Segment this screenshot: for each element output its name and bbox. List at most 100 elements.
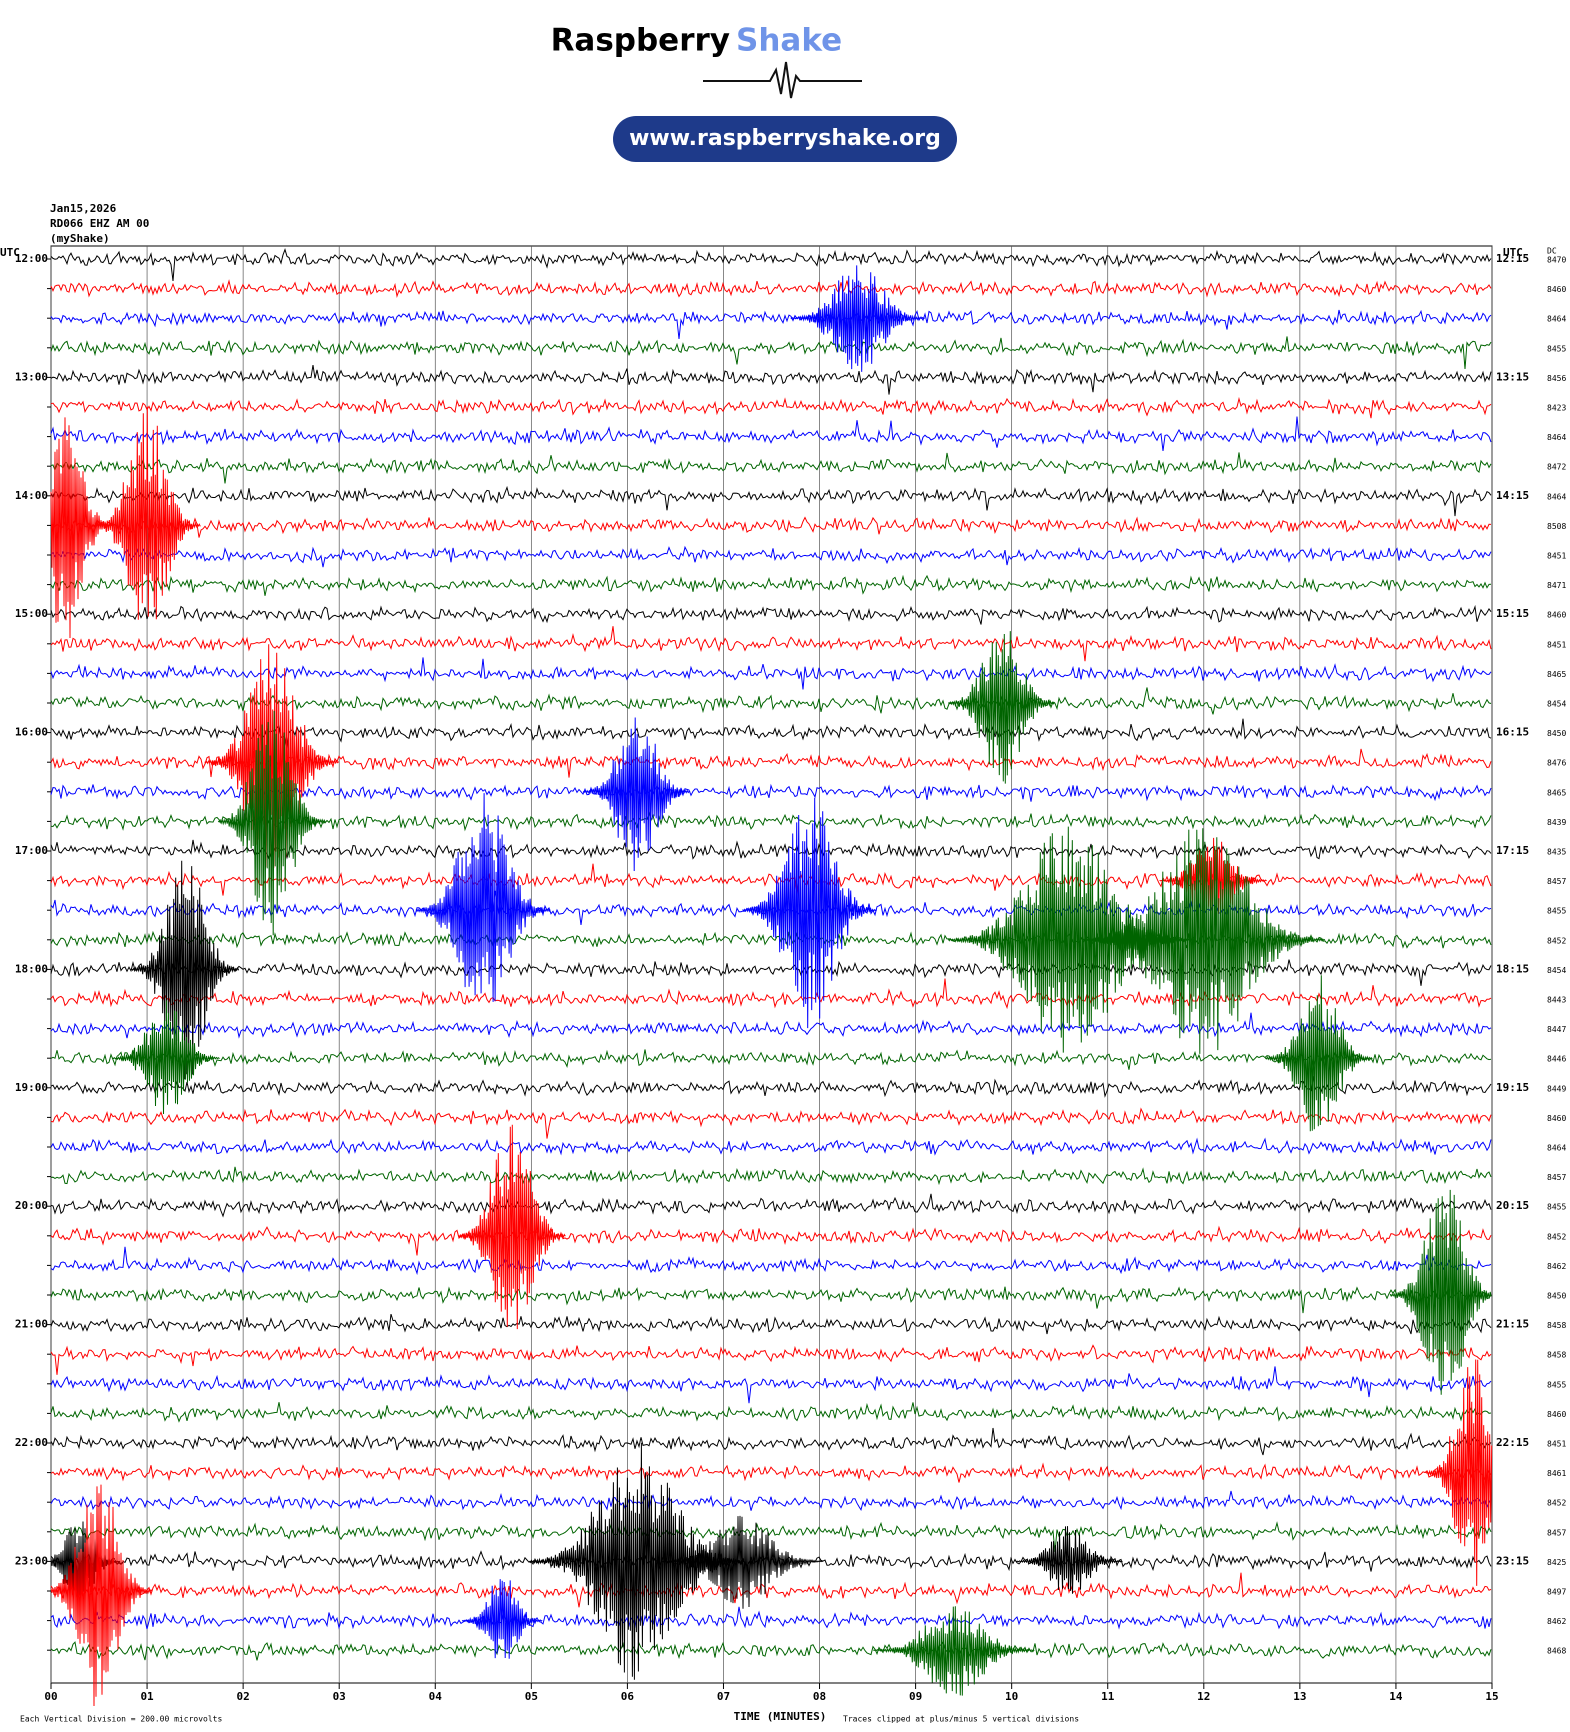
dc-value: 8454 bbox=[1547, 966, 1566, 975]
utc-right: UTC bbox=[1503, 246, 1523, 259]
hour-label-right: 13:15 bbox=[1496, 370, 1529, 383]
event-burst bbox=[582, 717, 691, 872]
dc-value: 8458 bbox=[1547, 1351, 1566, 1360]
dc-value: 8455 bbox=[1547, 1203, 1566, 1212]
trace bbox=[50, 1193, 1492, 1218]
hour-label-right: 17:15 bbox=[1496, 844, 1529, 857]
dc-value: 8425 bbox=[1547, 1558, 1566, 1567]
dc-value: 8464 bbox=[1547, 433, 1566, 442]
trace bbox=[50, 604, 1492, 625]
x-tick-label: 09 bbox=[909, 1690, 922, 1703]
dc-value: 8450 bbox=[1547, 1292, 1566, 1301]
trace bbox=[50, 657, 1492, 690]
hour-label-left: 14:00 bbox=[15, 489, 48, 502]
event-burst bbox=[1264, 975, 1373, 1132]
trace bbox=[50, 1490, 1492, 1512]
event-burst bbox=[112, 1000, 220, 1115]
x-axis-label: TIME (MINUTES) bbox=[734, 1710, 827, 1723]
event-burst bbox=[742, 797, 878, 1029]
trace bbox=[50, 545, 1492, 568]
dc-value: 8460 bbox=[1547, 611, 1566, 620]
trace bbox=[50, 1640, 1492, 1661]
scale-note: Each Vertical Division = 200.00 microvol… bbox=[20, 1715, 222, 1724]
trace bbox=[50, 1572, 1492, 1608]
hour-label-left: 20:00 bbox=[15, 1199, 48, 1212]
dc-value: 8460 bbox=[1547, 1114, 1566, 1123]
x-tick-label: 15 bbox=[1485, 1690, 1498, 1703]
x-tick-label: 04 bbox=[429, 1690, 443, 1703]
x-tick-label: 11 bbox=[1101, 1690, 1115, 1703]
trace bbox=[50, 1137, 1492, 1156]
event-burst bbox=[131, 860, 240, 1080]
dc-value: 8452 bbox=[1547, 1499, 1566, 1508]
x-tick-label: 10 bbox=[1005, 1690, 1018, 1703]
dc-value: 8451 bbox=[1547, 552, 1566, 561]
trace bbox=[50, 1427, 1492, 1456]
dc-value: 8456 bbox=[1547, 374, 1566, 383]
dc-value: 8472 bbox=[1547, 463, 1566, 472]
x-tick-label: 06 bbox=[621, 1690, 635, 1703]
x-tick-label: 01 bbox=[140, 1690, 154, 1703]
trace bbox=[50, 365, 1492, 395]
hour-label-right: 16:15 bbox=[1496, 726, 1529, 739]
trace bbox=[50, 1286, 1492, 1314]
x-tick-label: 08 bbox=[813, 1690, 826, 1703]
dc-value: 8447 bbox=[1547, 1025, 1566, 1034]
trace bbox=[50, 863, 1492, 896]
url-button[interactable] bbox=[613, 116, 957, 162]
x-tick-label: 05 bbox=[525, 1690, 538, 1703]
logo-name: Raspberry bbox=[551, 23, 730, 59]
trace bbox=[50, 1521, 1492, 1553]
trace bbox=[50, 1107, 1492, 1139]
x-tick-label: 03 bbox=[333, 1690, 346, 1703]
event-burst bbox=[947, 631, 1056, 784]
source: (myShake) bbox=[50, 232, 110, 245]
dc-value: 8464 bbox=[1547, 1144, 1566, 1153]
hour-label-right: 22:15 bbox=[1496, 1436, 1529, 1449]
hour-label-right: 19:15 bbox=[1496, 1081, 1529, 1094]
x-tick-label: 12 bbox=[1197, 1690, 1210, 1703]
dc-value: 8443 bbox=[1547, 996, 1566, 1005]
trace bbox=[50, 1076, 1492, 1098]
logo-accent: Shake bbox=[736, 23, 842, 59]
trace bbox=[50, 336, 1492, 370]
hour-label-right: 18:15 bbox=[1496, 962, 1529, 975]
url-text[interactable]: www.raspberryshake.org bbox=[629, 126, 941, 151]
dc-value: 8435 bbox=[1547, 848, 1566, 857]
event-burst bbox=[873, 1606, 1035, 1696]
dc-value: 8461 bbox=[1547, 1469, 1566, 1478]
dc-value: 8455 bbox=[1547, 344, 1566, 353]
hour-label-right: 15:15 bbox=[1496, 607, 1529, 620]
dc-value: 8476 bbox=[1547, 759, 1566, 768]
hour-label-left: 21:00 bbox=[15, 1318, 48, 1331]
event-burst bbox=[50, 1484, 153, 1707]
event-burst bbox=[790, 265, 926, 372]
dc-value: 8497 bbox=[1547, 1588, 1566, 1597]
dc-value: 8452 bbox=[1547, 936, 1566, 945]
dc-value: 8464 bbox=[1547, 315, 1566, 324]
dc-value: 8468 bbox=[1547, 1647, 1566, 1656]
trace bbox=[50, 248, 1492, 282]
trace bbox=[50, 452, 1492, 484]
trace bbox=[50, 416, 1492, 451]
event-burst bbox=[1015, 1526, 1123, 1594]
hour-label-left: 12:00 bbox=[15, 252, 48, 265]
dc-value: 8464 bbox=[1547, 492, 1566, 501]
trace bbox=[50, 978, 1492, 1010]
dc-value: 8439 bbox=[1547, 818, 1566, 827]
trace bbox=[50, 687, 1492, 715]
dc-value: 8451 bbox=[1547, 1440, 1566, 1449]
event-burst bbox=[92, 406, 201, 620]
dc-value: 8450 bbox=[1547, 729, 1566, 738]
trace bbox=[50, 1606, 1492, 1630]
trace bbox=[50, 1225, 1492, 1256]
dc-value: 8446 bbox=[1547, 1055, 1566, 1064]
event-burst bbox=[661, 1515, 824, 1609]
dc-value: 8471 bbox=[1547, 581, 1566, 590]
hour-label-right: 21:15 bbox=[1496, 1318, 1529, 1331]
trace bbox=[50, 1246, 1492, 1276]
dc-value: 8457 bbox=[1547, 1528, 1566, 1537]
event-burst bbox=[415, 793, 551, 1002]
dc-value: 8460 bbox=[1547, 1410, 1566, 1419]
hour-label-left: 13:00 bbox=[15, 370, 48, 383]
